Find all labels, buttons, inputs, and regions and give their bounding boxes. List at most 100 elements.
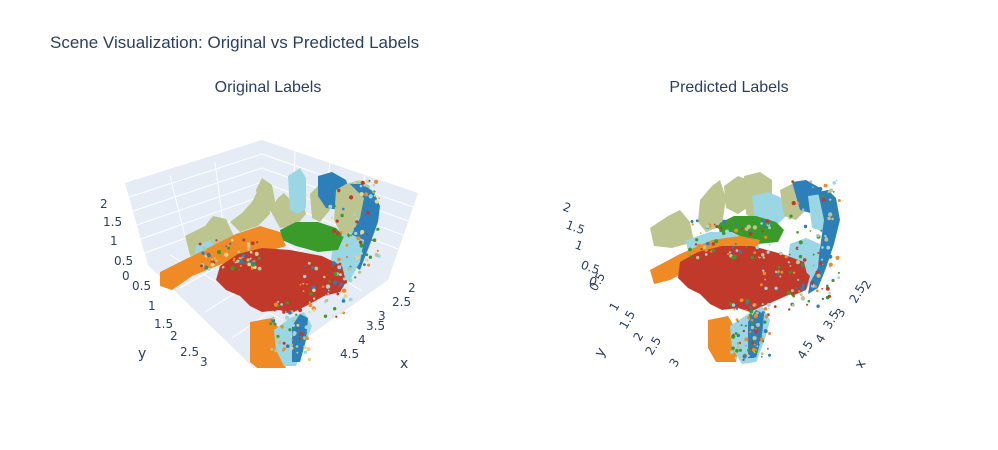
scatter-point [342,207,345,211]
scatter-point [339,273,342,276]
scene-predicted[interactable]: 2 1.5 1 0.5 0 0.5 1 1.5 2 2.5 3 y 2 2.5 … [561,172,874,372]
scatter-point [725,257,728,261]
scatter-point [761,253,765,257]
scatter-point [237,250,240,253]
scatter-point [277,337,280,340]
scatter-point [245,261,249,265]
scatter-point [728,251,732,254]
scatter-point [821,194,824,197]
scatter-point [752,336,757,341]
scatter-point [751,347,756,352]
scatter-point [749,309,754,314]
scatter-point [774,305,777,308]
scatter-point [752,304,755,307]
scatter-point [273,322,277,326]
scatter-point [368,194,373,199]
scene-original[interactable]: 2 1.5 1 0.5 0 0.5 1 1.5 2 2.5 3 y 2 2.5 … [100,140,418,372]
scatter-point [760,222,763,225]
scatter-point [376,206,379,209]
scatter-point [275,338,279,342]
scatter-point [792,294,795,298]
scatter-point [236,259,240,263]
scatter-point [247,262,252,267]
scatter-point [282,310,286,314]
scatter-point [768,307,770,309]
scatter-point [285,301,289,305]
scatter-point [363,263,366,266]
scatter-point [706,241,710,246]
scatter-point [368,255,373,259]
floor-red [678,246,808,312]
scatter-point [688,247,692,252]
scatter-point [761,219,765,223]
scatter-point [717,222,720,225]
scatter-point [825,286,830,291]
scatter-point [308,310,311,314]
scatter-point [302,345,307,350]
scatter-point [366,210,370,215]
y-tick: 1.5 [154,317,173,331]
scatter-point [363,253,366,256]
scatter-point [756,345,759,348]
z-tick: 0 [587,274,599,290]
scatter-point [779,275,782,278]
scatter-point [339,282,344,287]
scatter-point [762,271,767,276]
scatter-point [735,349,739,353]
scatter-point [719,227,723,230]
scatter-point [299,283,302,286]
scatter-point [238,257,241,260]
x-tick: 4.5 [794,338,816,362]
scatter-point [744,253,747,256]
scatter-point [761,311,765,314]
scatter-point [748,231,753,236]
scatter-point [731,346,735,350]
wall-cluster-blue [748,310,764,358]
scatter-point [746,238,749,241]
scatter-point [695,238,699,242]
scatter-point [824,234,827,238]
scatter-point [328,204,333,209]
scatter-point [697,243,702,248]
scatter-point [695,219,699,223]
scatter-point [292,332,296,337]
scatter-point [797,247,800,250]
scatter-point [696,255,700,260]
scatter-point [730,350,734,354]
scatter-point [337,188,341,193]
scatter-point [761,332,767,337]
scatter-point [764,235,768,239]
scatter-point [342,311,346,315]
scatter-point [250,260,253,264]
scatter-point [811,283,814,286]
scatter-point [750,341,752,344]
scatter-point [803,204,806,207]
scatter-point [325,294,327,297]
scatter-point [304,336,309,341]
scatter-point [227,246,231,250]
scatter-point [224,252,229,257]
scatter-point [745,344,747,347]
scatter-point [365,232,368,235]
scatter-point [335,219,339,223]
scatter-point [285,344,290,349]
scatter-point [251,267,254,270]
scatter-point [777,270,780,274]
scatter-point [816,304,820,308]
scatter-point [827,190,830,194]
scatter-point [221,265,225,269]
scatter-point [298,308,303,313]
scatter-point [349,235,352,238]
scatter-point [760,356,763,358]
scatter-point [750,325,755,330]
scatter-point [823,183,828,188]
scatter-point [713,223,716,226]
x-tick: 4 [812,332,828,346]
scatter-point [256,241,259,244]
scatter-point [753,357,758,362]
scatter-point [837,276,841,280]
scatter-point [331,228,337,233]
scatter-point [291,338,293,341]
scatter-point [800,286,805,291]
